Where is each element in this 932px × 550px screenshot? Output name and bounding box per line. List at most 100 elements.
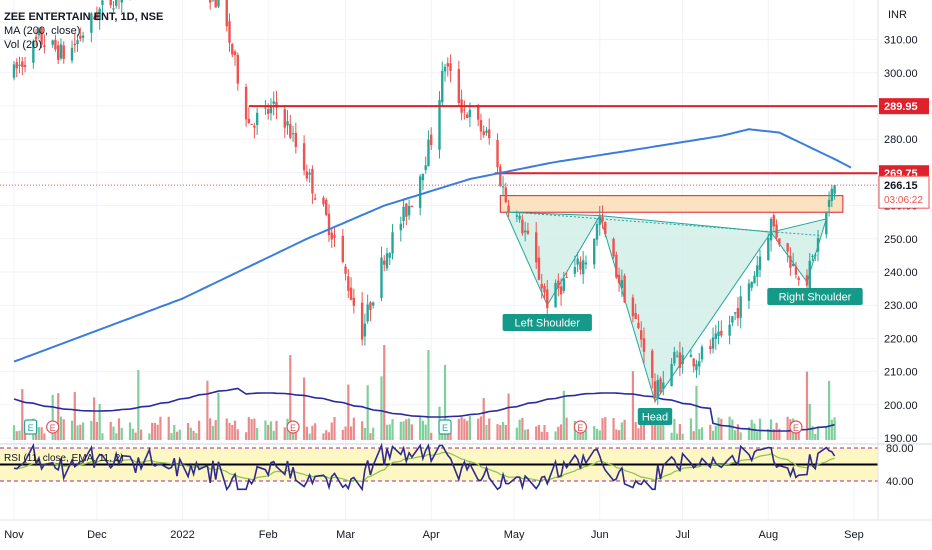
time-tick-label: Jul [676, 529, 690, 541]
candle-body [640, 330, 643, 340]
volume-bar [275, 420, 278, 440]
volume-bar [524, 429, 527, 440]
volume-bar [383, 345, 386, 440]
volume-bar [747, 426, 751, 440]
volume-bar [466, 420, 469, 440]
candle-body [615, 254, 618, 278]
candle-body [775, 224, 778, 238]
candle-body [40, 28, 43, 45]
volume-bar [805, 371, 809, 440]
volume-bar [289, 355, 292, 440]
volume-bar [767, 429, 770, 440]
earnings-marker-icon [46, 420, 60, 434]
volume-bar [308, 433, 311, 440]
volume-bar [640, 419, 643, 440]
candle-body [791, 263, 795, 266]
price-tick-label: 300.00 [884, 68, 918, 80]
candle-body [546, 289, 549, 309]
volume-bar [231, 424, 234, 440]
candle-body [465, 114, 469, 118]
candle-body [689, 354, 693, 358]
rsi-legend[interactable]: RSI (11, close, EMA, 11, 2) [4, 453, 124, 464]
volume-bar [128, 422, 132, 440]
volume-bar [615, 429, 618, 440]
candle-body [264, 107, 267, 109]
candle-body [37, 31, 41, 36]
volume-bar [786, 416, 789, 440]
candle-body [501, 186, 505, 188]
candle-body [523, 230, 527, 233]
candle-body [289, 124, 292, 138]
rsi-line [13, 442, 836, 492]
candle-body [449, 63, 452, 71]
volume-bar [70, 420, 74, 440]
candle-body [642, 338, 646, 352]
price-tick-label: 310.00 [884, 35, 918, 47]
candle-body [95, 13, 99, 19]
candle-body [504, 187, 508, 203]
candle-body [369, 302, 372, 311]
candle-body [631, 297, 635, 317]
candle-body [443, 66, 447, 72]
volume-bar [349, 426, 353, 440]
candle-body [269, 106, 273, 114]
candle-body [700, 346, 704, 360]
volume-bar [62, 419, 65, 440]
volume-bar [95, 421, 98, 440]
volume-bar [501, 422, 505, 440]
volume-bar [211, 425, 215, 440]
volume-bar [385, 424, 389, 440]
volume-bar [739, 432, 742, 440]
candle-body [805, 275, 809, 286]
candles [12, 0, 836, 405]
candle-body [441, 70, 444, 103]
candle-body [789, 255, 792, 268]
candle-body [778, 238, 781, 245]
volume-bar [637, 428, 640, 440]
candle-body [565, 277, 568, 279]
volume-bar [504, 425, 507, 440]
left-shoulder-shape [505, 211, 601, 307]
volume-bar [93, 397, 96, 440]
volume-bar [388, 424, 391, 440]
neckline [514, 211, 821, 236]
volume-bar [540, 431, 543, 440]
volume-bar [816, 426, 820, 440]
price-tick-label: 280.00 [884, 134, 918, 146]
candle-body [720, 330, 723, 336]
volume-bar [372, 427, 375, 440]
candle-body [266, 109, 270, 114]
volume-bar [399, 421, 402, 440]
candle-body [767, 238, 770, 261]
volume-bar [305, 426, 308, 440]
ma-legend[interactable]: MA (200, close) [4, 25, 81, 37]
right-shoulder-label: Right Shoulder [779, 292, 852, 304]
candle-body [482, 131, 485, 135]
candle-body [313, 198, 317, 200]
volume-bar [139, 429, 143, 440]
volume-bar [90, 420, 93, 440]
candle-body [728, 324, 731, 336]
candle-body [62, 45, 65, 59]
candle-body [579, 261, 582, 270]
volume-bar [769, 419, 773, 440]
price-tick-label: 250.00 [884, 234, 918, 246]
volume-bar [612, 418, 615, 440]
volume-bar [131, 428, 134, 440]
candle-body [830, 188, 834, 201]
candle-body [352, 297, 356, 306]
last-price-tag-bg [878, 175, 930, 209]
volume-bar [120, 427, 123, 440]
vol-legend[interactable]: Vol (20) [4, 39, 42, 51]
volume-bar [15, 431, 18, 440]
volume-bar [731, 419, 734, 440]
candle-body [518, 215, 521, 220]
volume-bar [565, 417, 568, 440]
candle-body [595, 224, 599, 240]
candle-body [656, 379, 659, 399]
volume-bar [264, 420, 267, 440]
candle-body [330, 232, 333, 240]
chart-title: ZEE ENTERTAIN ENT, 1D, NSE [4, 11, 164, 23]
indicator-lines [0, 105, 878, 363]
